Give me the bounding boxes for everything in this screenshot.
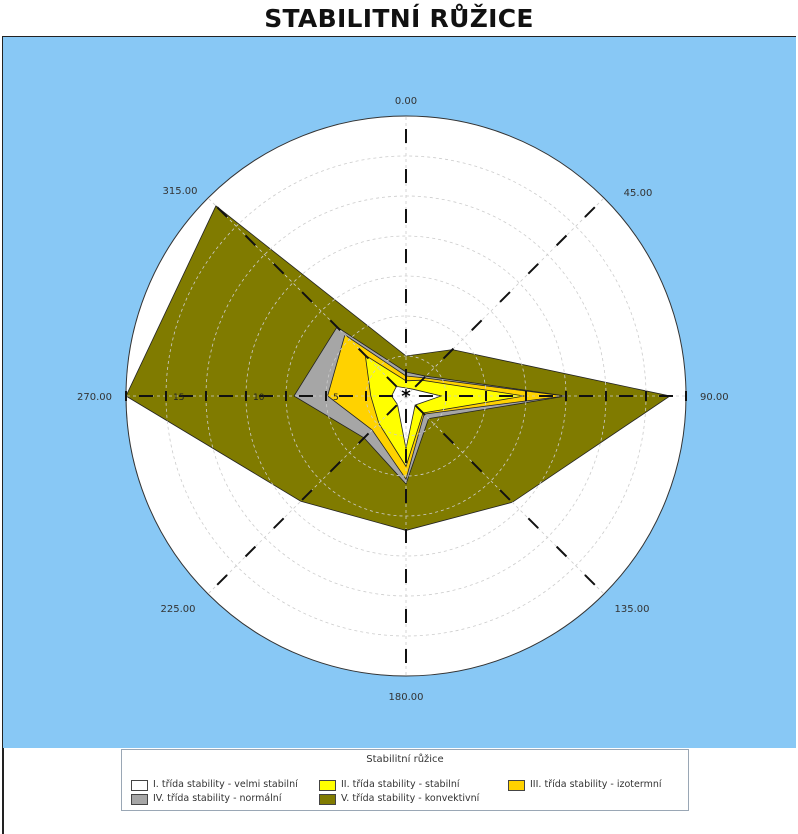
angle-label-4: 180.00: [389, 692, 424, 703]
legend-title: Stabilitní růžice: [366, 754, 444, 765]
axes-layer: *: [125, 116, 687, 676]
angle-label-6: 270.00: [77, 392, 112, 403]
legend-label-class-4: IV. třída stability - normální: [153, 793, 282, 804]
label-layer: 0.00 45.00 90.00 135.00 180.00 225.00 270.00 31…: [77, 96, 729, 703]
series-layer: [125, 205, 672, 531]
axis-dash-7: [207, 197, 407, 397]
angle-label-1: 45.00: [624, 188, 653, 199]
legend: Stabilitní růžice I. třída stability - v…: [121, 749, 689, 811]
axis-dash-5: [207, 395, 407, 595]
angle-label-2: 90.00: [700, 392, 729, 403]
legend-label-class-1: I. třída stability - velmi stabilní: [153, 779, 298, 790]
legend-label-class-5: V. třída stability - konvektivní: [341, 793, 480, 804]
page-title: STABILITNÍ RŮŽICE: [264, 4, 534, 33]
legend-label-class-3: III. třída stability - izotermní: [530, 779, 662, 790]
polar-chart: * 0.00 45.00 90.00 135.00 180.00 225.00 270.00…: [3, 37, 796, 748]
angle-label-0: 0.00: [395, 96, 417, 107]
legend-swatch-class-4: [131, 794, 148, 805]
radial-tick-label-15: 15: [173, 393, 184, 403]
angle-label-5: 225.00: [161, 604, 196, 615]
angle-label-7: 315.00: [163, 186, 198, 197]
radial-tick-label-5: 5: [333, 393, 339, 403]
angle-label-3: 135.00: [615, 604, 650, 615]
series-polygon-class-1: [391, 385, 443, 449]
axis-dash-1: [405, 197, 605, 397]
legend-swatch-class-5: [319, 794, 336, 805]
axis-dash-3: [405, 395, 605, 595]
center-mark: *: [401, 386, 411, 407]
legend-swatch-class-1: [131, 780, 148, 791]
legend-label-class-2: II. třída stability - stabilní: [341, 779, 460, 790]
radial-tick-label-10: 10: [253, 393, 265, 403]
legend-swatch-class-2: [319, 780, 336, 791]
legend-swatch-class-3: [508, 780, 525, 791]
